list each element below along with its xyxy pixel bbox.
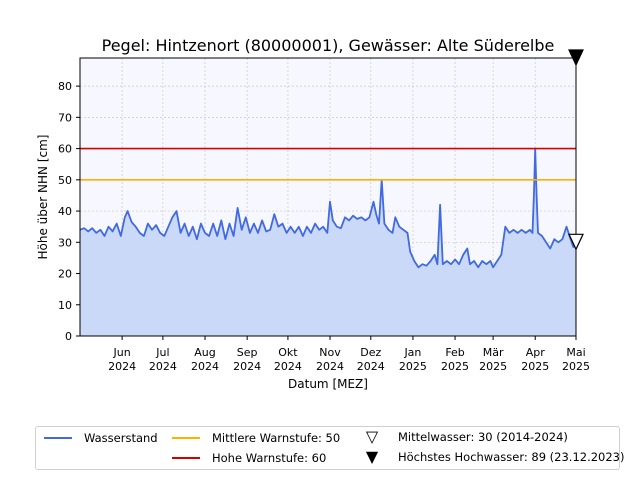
legend: Wasserstand Mittlere Warnstufe: 50 Hohe … [35,426,625,470]
open-triangle-down-icon: ▽ [365,427,379,446]
legend-label-mittelwasser: Mittelwasser: 30 (2014-2024) [398,430,568,444]
x-tick-label: Jun 2024 [108,346,136,373]
legend-item-hohe-warnstufe: Hohe Warnstufe: 60 [172,451,326,465]
x-tick-label: Feb 2025 [441,346,469,373]
y-axis-label: Höhe über NHN [cm] [36,135,50,260]
x-tick-label: Aug 2024 [191,346,219,373]
x-tick-label: Mai 2025 [562,346,590,373]
legend-item-wasserstand: Wasserstand [44,431,158,445]
x-tick-label: Jan 2025 [399,346,427,373]
legend-swatch-wasserstand [44,437,72,439]
marker-layer [568,49,584,251]
legend-label-hohe-warnstufe: Hohe Warnstufe: 60 [212,451,327,465]
threshold-layer [80,147,576,181]
marker-hoechstes-hochwasser [568,49,584,67]
series-area-wasserstand [80,148,576,336]
x-tick-label: Apr 2025 [521,346,549,373]
y-tick-label: 0 [65,330,72,343]
legend-label-hoechstes-hochwasser: Höchstes Hochwasser: 89 (23.12.2023) [398,450,625,464]
legend-swatch-hohe-warnstufe [172,457,200,459]
y-tick-label: 60 [58,143,72,156]
x-axis-label: Datum [MEZ] [288,377,368,391]
y-axis: 0 10 20 30 40 50 60 70 80 [58,80,80,343]
legend-item-mittlere-warnstufe: Mittlere Warnstufe: 50 [172,431,340,445]
y-tick-label: 70 [58,111,72,124]
x-tick-label: Dez 2024 [357,346,385,373]
x-axis: Jun 2024 Jul 2024 Aug 2024 Sep 2024 Okt 2024 Nov 20… [108,336,590,373]
legend-label-mittlere-warnstufe: Mittlere Warnstufe: 50 [212,431,341,445]
x-tick-label: Jul 2024 [149,346,177,373]
legend-swatch-mittlere-warnstufe [172,437,200,439]
x-tick-label: Okt 2024 [274,346,302,373]
x-tick-label: Sep 2024 [233,346,261,373]
series-line-wasserstand [79,147,577,269]
series-layer [79,147,577,336]
marker-mittelwasser [568,233,584,251]
y-tick-label: 50 [58,174,72,187]
plot-frame [79,57,577,337]
y-tick-label: 40 [58,205,72,218]
legend-label-wasserstand: Wasserstand [84,431,158,445]
legend-item-mittelwasser: ▽ Mittelwasser: 30 (2014-2024) [358,427,568,446]
x-tick-label: Mär 2025 [479,346,507,373]
chart-title: Pegel: Hintzenort (80000001), Gewässer: … [102,36,555,55]
y-tick-label: 30 [58,236,72,249]
legend-item-hoechstes-hochwasser: ▼ Höchstes Hochwasser: 89 (23.12.2023) [358,447,625,466]
y-tick-label: 80 [58,80,72,93]
x-tick-label: Nov 2024 [316,346,344,373]
y-tick-label: 10 [58,299,72,312]
y-tick-label: 20 [58,268,72,281]
filled-triangle-down-icon: ▼ [365,447,379,466]
